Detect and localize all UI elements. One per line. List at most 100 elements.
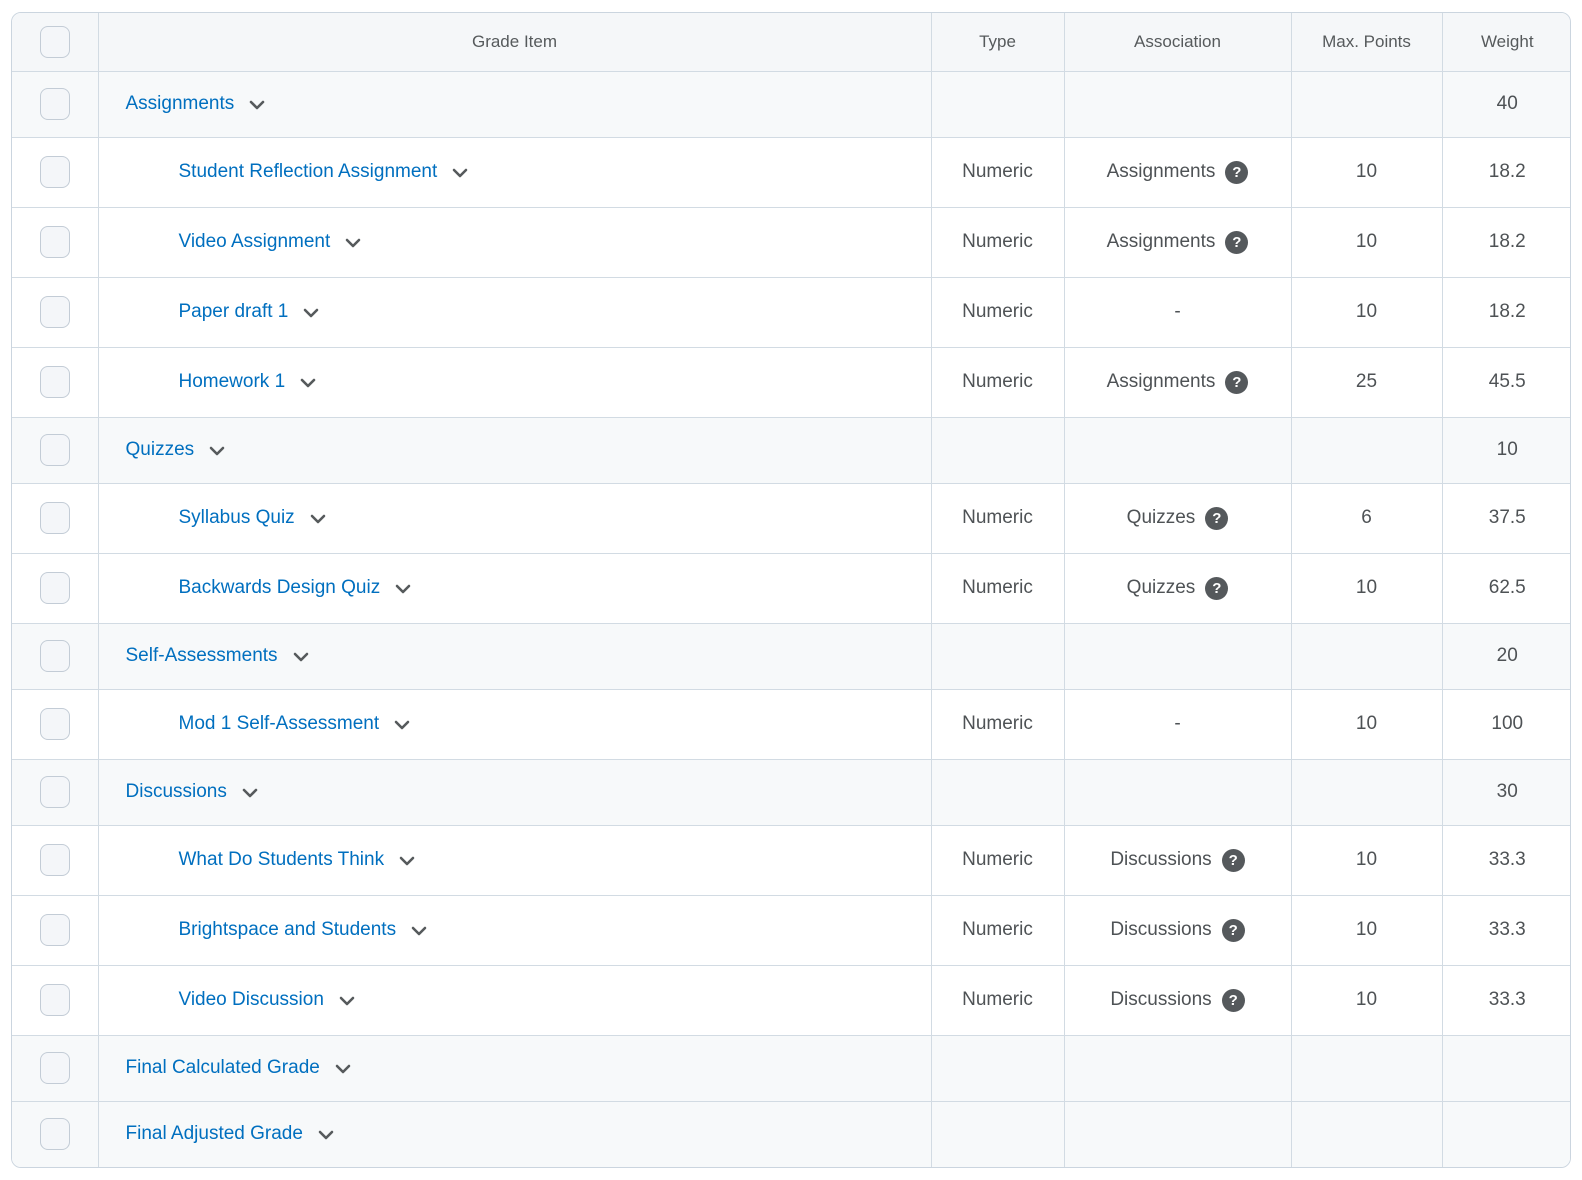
- grade-item-link[interactable]: Final Calculated Grade: [125, 1057, 320, 1078]
- grade-item-link[interactable]: Quizzes: [125, 439, 195, 460]
- row-checkbox[interactable]: [39, 434, 70, 466]
- table-row-category: Discussions ? 30: [12, 759, 1570, 826]
- grade-item-link[interactable]: Video Assignment: [178, 231, 331, 252]
- chevron-down-icon[interactable]: [335, 1064, 351, 1074]
- row-checkbox[interactable]: [39, 844, 70, 876]
- row-checkbox[interactable]: [39, 1118, 70, 1151]
- type-cell: Numeric: [931, 137, 1065, 208]
- association-cell: ?: [1064, 1101, 1292, 1167]
- row-checkbox[interactable]: [39, 226, 70, 258]
- help-icon[interactable]: ?: [1225, 160, 1249, 184]
- type-cell: Numeric: [931, 347, 1065, 418]
- weight-cell: 33.3: [1442, 965, 1570, 1036]
- row-checkbox[interactable]: [39, 156, 70, 188]
- row-checkbox[interactable]: [39, 296, 70, 328]
- weight-cell: 62.5: [1442, 553, 1570, 624]
- help-icon[interactable]: ?: [1221, 918, 1245, 942]
- row-checkbox[interactable]: [39, 1052, 70, 1084]
- help-icon[interactable]: ?: [1205, 576, 1229, 600]
- chevron-down-icon[interactable]: [303, 308, 319, 318]
- weight-cell: 37.5: [1442, 483, 1570, 554]
- select-all-checkbox[interactable]: [39, 25, 70, 58]
- table-row-item: Backwards Design Quiz Numeric Quizzes? 1…: [12, 553, 1570, 624]
- association-cell: Assignments?: [1064, 347, 1292, 418]
- row-checkbox[interactable]: [39, 708, 70, 740]
- max-points-cell: 10: [1291, 137, 1443, 208]
- chevron-down-icon[interactable]: [318, 1130, 334, 1140]
- association-cell: ?: [1064, 759, 1292, 826]
- chevron-down-icon[interactable]: [293, 652, 309, 662]
- association-label: -: [1174, 713, 1181, 734]
- max-points-cell: 6: [1291, 483, 1443, 554]
- help-icon[interactable]: ?: [1205, 506, 1229, 530]
- grade-item-link[interactable]: Discussions: [125, 781, 227, 802]
- row-checkbox[interactable]: [39, 502, 70, 534]
- chevron-down-icon[interactable]: [310, 514, 326, 524]
- grade-item-link[interactable]: Paper draft 1: [178, 301, 289, 322]
- chevron-down-icon[interactable]: [394, 720, 410, 730]
- help-icon[interactable]: ?: [1225, 370, 1249, 394]
- column-header-max-points: Max. Points: [1291, 13, 1443, 72]
- weight-cell: 18.2: [1442, 137, 1570, 208]
- weight-cell: 18.2: [1442, 207, 1570, 278]
- association-cell: ?: [1064, 1035, 1292, 1102]
- association-cell: -?: [1064, 277, 1292, 348]
- max-points-cell: 10: [1291, 207, 1443, 278]
- chevron-down-icon[interactable]: [209, 446, 225, 456]
- chevron-down-icon[interactable]: [399, 856, 415, 866]
- chevron-down-icon[interactable]: [249, 100, 265, 110]
- association-cell: Discussions?: [1064, 965, 1292, 1036]
- grade-item-link[interactable]: Mod 1 Self-Assessment: [178, 713, 380, 734]
- grade-item-link[interactable]: Student Reflection Assignment: [178, 161, 438, 182]
- row-checkbox[interactable]: [39, 984, 70, 1016]
- table-row-category: Self-Assessments ? 20: [12, 623, 1570, 690]
- header-row: Grade Item Type Association Max. Points …: [12, 13, 1570, 72]
- chevron-down-icon[interactable]: [452, 168, 468, 178]
- grade-item-link[interactable]: Homework 1: [178, 371, 286, 392]
- grade-item-link[interactable]: Syllabus Quiz: [178, 507, 295, 528]
- grade-item-link[interactable]: Assignments: [125, 93, 235, 114]
- association-label: Discussions: [1110, 919, 1212, 940]
- weight-cell: 100: [1442, 689, 1570, 760]
- grade-item-link[interactable]: Video Discussion: [178, 989, 324, 1010]
- help-icon[interactable]: ?: [1221, 988, 1245, 1012]
- grade-item-link[interactable]: Self-Assessments: [125, 645, 278, 666]
- chevron-down-icon[interactable]: [300, 378, 316, 388]
- header-checkbox-cell: [12, 13, 99, 72]
- chevron-down-icon[interactable]: [339, 996, 355, 1006]
- type-cell: Numeric: [931, 207, 1065, 278]
- help-icon[interactable]: ?: [1225, 230, 1249, 254]
- table-row-item: Paper draft 1 Numeric -? 10 18.2: [12, 277, 1570, 348]
- max-points-cell: [1291, 417, 1443, 484]
- column-header-association: Association: [1064, 13, 1292, 72]
- weight-cell: [1442, 1035, 1570, 1102]
- type-cell: [931, 71, 1065, 138]
- max-points-cell: 10: [1291, 895, 1443, 966]
- grade-item-link[interactable]: What Do Students Think: [178, 849, 385, 870]
- type-cell: [931, 417, 1065, 484]
- chevron-down-icon[interactable]: [411, 926, 427, 936]
- association-label: Assignments: [1106, 161, 1216, 182]
- weight-cell: 33.3: [1442, 895, 1570, 966]
- max-points-cell: [1291, 623, 1443, 690]
- grade-item-link[interactable]: Brightspace and Students: [178, 919, 397, 940]
- association-label: Quizzes: [1126, 507, 1196, 528]
- row-checkbox[interactable]: [39, 88, 70, 120]
- association-label: Discussions: [1110, 989, 1212, 1010]
- chevron-down-icon[interactable]: [395, 584, 411, 594]
- row-checkbox[interactable]: [39, 914, 70, 946]
- row-checkbox[interactable]: [39, 366, 70, 398]
- row-checkbox[interactable]: [39, 776, 70, 808]
- chevron-down-icon[interactable]: [242, 788, 258, 798]
- type-cell: [931, 1035, 1065, 1102]
- help-icon[interactable]: ?: [1221, 848, 1245, 872]
- max-points-cell: [1291, 71, 1443, 138]
- row-checkbox[interactable]: [39, 640, 70, 672]
- max-points-cell: [1291, 1101, 1443, 1167]
- grade-item-link[interactable]: Backwards Design Quiz: [178, 577, 381, 598]
- row-checkbox[interactable]: [39, 572, 70, 604]
- chevron-down-icon[interactable]: [345, 238, 361, 248]
- type-cell: Numeric: [931, 895, 1065, 966]
- weight-cell: 45.5: [1442, 347, 1570, 418]
- grade-item-link[interactable]: Final Adjusted Grade: [125, 1123, 303, 1145]
